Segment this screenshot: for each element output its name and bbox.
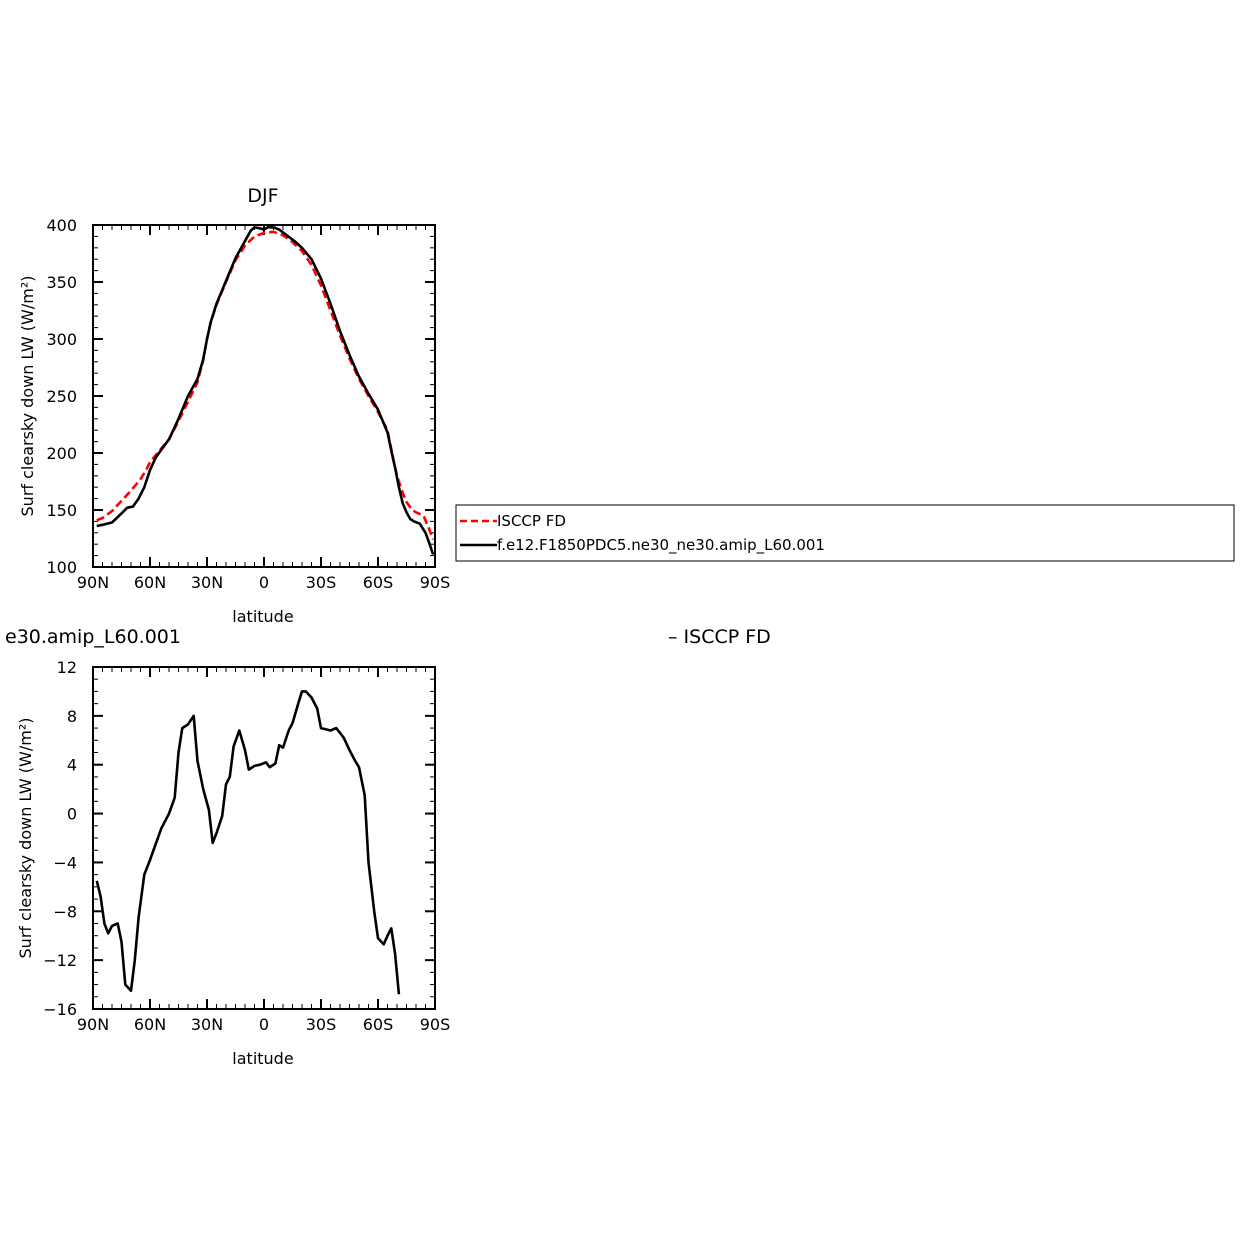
bottom-y-tick-label: −16 <box>43 1000 77 1019</box>
top-y-tick-label: 200 <box>46 444 77 463</box>
y-axis-label: Surf clearsky down LW (W/m²) <box>18 276 37 517</box>
bottom-chart-series <box>95 690 401 995</box>
bottom-y-tick-label: 4 <box>67 756 77 775</box>
bottom-y-tick-label: −12 <box>43 951 77 970</box>
legend-entry-model: f.e12.F1850PDC5.ne30_ne30.amip_L60.001 <box>497 536 825 555</box>
legend-box <box>455 504 1235 562</box>
bottom-y-tick-label: 0 <box>67 805 77 824</box>
top-y-tick-label: 250 <box>46 387 77 406</box>
top-y-tick-label: 300 <box>46 330 77 349</box>
top-x-tick-label: 60N <box>134 573 166 592</box>
bottom-x-tick-label: 30S <box>306 1015 337 1034</box>
top-y-tick-label: 150 <box>46 501 77 520</box>
x-axis-label: latitude <box>232 607 293 626</box>
bottom-x-axis-label: latitude <box>232 1049 293 1068</box>
bottom-x-tick-label: 60S <box>363 1015 394 1034</box>
top-x-tick-label: 60S <box>363 573 394 592</box>
top-chart-ticks: 90N 60N 30N 0 30S 60S 90S 100 150 200 250 300 350 400 <box>46 216 450 592</box>
legend-entry-isccp: ISCCP FD <box>497 512 566 530</box>
bottom-y-tick-label: 8 <box>67 707 77 726</box>
bottom-series-line-0 <box>95 690 401 995</box>
top-x-tick-label: 0 <box>259 573 269 592</box>
bottom-x-tick-label: 0 <box>259 1015 269 1034</box>
top-x-tick-label: 30S <box>306 573 337 592</box>
bottom-y-tick-label: −8 <box>53 902 77 921</box>
chart-title: DJF <box>247 185 278 207</box>
top-chart-plot-frame <box>92 224 436 568</box>
bottom-x-tick-label: 60N <box>134 1015 166 1034</box>
top-series-line-1 <box>96 226 435 555</box>
bottom-x-tick-label: 90S <box>420 1015 451 1034</box>
top-y-tick-label: 100 <box>46 558 77 577</box>
bottom-chart-plot-frame <box>92 666 436 1010</box>
bottom-y-axis-label: Surf clearsky down LW (W/m²) <box>16 718 35 959</box>
top-chart-series <box>96 226 435 555</box>
top-x-tick-label: 30N <box>191 573 223 592</box>
bottom-chart-title: e30.amip_L60.001 <box>5 626 181 648</box>
bottom-y-tick-label: 12 <box>57 658 77 677</box>
bottom-chart-subtitle: – ISCCP FD <box>668 626 771 648</box>
bottom-chart-panel: e30.amip_L60.001 – ISCCP FD 90N 60N 30N 0 30… <box>5 626 771 1068</box>
top-x-tick-label: 90S <box>420 573 451 592</box>
bottom-x-tick-label: 90N <box>77 1015 109 1034</box>
top-chart-panel: DJF 90N 60N 30N 0 30S 60S 90S 100 150 200 250 300 35… <box>18 185 450 626</box>
top-x-tick-label: 90N <box>77 573 109 592</box>
top-y-tick-label: 350 <box>46 273 77 292</box>
top-series-line-0 <box>96 230 435 541</box>
bottom-chart-ticks: 90N 60N 30N 0 30S 60S 90S −16 −12 −8 −4 0 4 8 12 <box>43 658 450 1034</box>
legend: ISCCP FD f.e12.F1850PDC5.ne30_ne30.amip_… <box>455 504 1235 562</box>
top-y-tick-label: 400 <box>46 216 77 235</box>
bottom-x-tick-label: 30N <box>191 1015 223 1034</box>
bottom-y-tick-label: −4 <box>53 853 77 872</box>
